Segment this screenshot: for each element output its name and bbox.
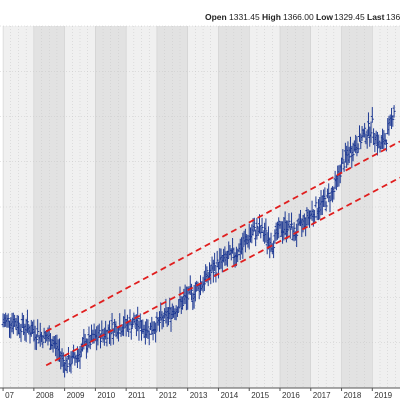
ohlc-bar <box>61 352 65 373</box>
ohlc-bar <box>128 309 132 326</box>
high-key: High <box>262 12 281 22</box>
ohlc-bar <box>356 143 360 154</box>
x-tick-label: 2012 <box>159 391 177 400</box>
ohlc-bar <box>78 345 82 369</box>
ohlc-bar <box>214 265 218 283</box>
ohlc-bar <box>255 217 259 240</box>
ohlc-bar <box>327 183 331 203</box>
x-tick-label: 2008 <box>36 391 54 400</box>
ohlc-bar <box>328 195 332 213</box>
ohlc-bar <box>213 252 217 272</box>
ohlc-readout: Open 1331.45 High 1366.00 Low 1329.45 La… <box>205 12 400 22</box>
x-tick-label: 2015 <box>251 391 269 400</box>
ohlc-bar <box>225 250 229 267</box>
x-tick-label: 2013 <box>190 391 208 400</box>
x-tick-label: 2009 <box>67 391 85 400</box>
ohlc-bar <box>190 283 194 301</box>
ohlc-bar <box>370 107 374 123</box>
ohlc-bar <box>154 322 158 343</box>
ohlc-bar <box>264 218 268 243</box>
last-value: 136 <box>386 12 400 22</box>
ohlc-bar <box>129 320 133 340</box>
x-tick-label: 2010 <box>97 391 115 400</box>
ohlc-bar <box>241 232 245 259</box>
ohlc-bar <box>6 313 10 328</box>
x-axis: 07 2008 2009 2010 2011 2012 2013 2014 2015 2016 20… <box>0 387 400 400</box>
x-tick-label: 2019 <box>374 391 392 400</box>
ohlc-bar <box>175 307 179 317</box>
ohlc-bar <box>215 250 219 267</box>
ohlc-bar <box>122 316 126 337</box>
low-key: Low <box>316 12 333 22</box>
ohlc-bar <box>111 328 115 345</box>
channel-line-lower <box>45 176 400 367</box>
high-value: 1366.00 <box>283 12 314 22</box>
low-value: 1329.45 <box>334 12 365 22</box>
x-tick-label: 2018 <box>344 391 362 400</box>
ohlc-bar <box>272 240 276 259</box>
price-bars <box>1 105 396 378</box>
ohlc-bar <box>209 264 213 285</box>
ohlc-bar <box>181 297 185 310</box>
ohlc-bar <box>88 334 92 350</box>
ohlc-bar <box>357 125 361 142</box>
ohlc-bar <box>161 314 165 328</box>
ohlc-bar <box>252 217 256 232</box>
ohlc-bar <box>369 121 373 144</box>
open-key: Open <box>205 12 227 22</box>
ohlc-bar <box>288 225 292 239</box>
year-band <box>372 26 400 388</box>
ohlc-bar <box>260 217 264 233</box>
gridlines <box>0 25 400 389</box>
ohlc-bar <box>114 321 118 337</box>
ohlc-bar <box>324 201 328 212</box>
channel-line-upper <box>45 140 400 333</box>
ohlc-bar <box>287 213 291 229</box>
ohlc-bar <box>332 186 336 200</box>
ohlc-bar <box>177 299 181 313</box>
x-tick-label: 2011 <box>128 391 146 400</box>
ohlc-bar <box>347 146 351 164</box>
ohlc-bar <box>97 323 101 337</box>
ohlc-bar <box>157 311 161 332</box>
ohlc-bar <box>295 223 299 248</box>
x-tick-label: 2014 <box>220 391 238 400</box>
ohlc-bar <box>341 149 345 164</box>
ohlc-bar <box>36 319 40 338</box>
open-value: 1331.45 <box>229 12 260 22</box>
ohlc-bar <box>146 319 150 339</box>
ohlc-bar <box>286 220 290 239</box>
ohlc-bar <box>193 282 197 302</box>
ohlc-bar <box>323 187 327 207</box>
ohlc-bar <box>342 161 346 172</box>
ohlc-bar <box>16 315 20 335</box>
ohlc-bar <box>202 270 206 292</box>
ohlc-bar <box>109 329 113 346</box>
trend-channel <box>45 140 400 367</box>
ohlc-bar <box>65 357 69 374</box>
ohlc-bar <box>127 320 131 338</box>
x-tick-label: 2017 <box>313 391 331 400</box>
ohlc-bar <box>19 323 23 342</box>
ohlc-bar <box>392 105 396 118</box>
ohlc-bar <box>290 212 294 229</box>
ohlc-bar <box>314 196 318 208</box>
ohlc-bar <box>292 222 296 242</box>
x-tick-label: 07 <box>5 391 14 400</box>
ohlc-bar <box>69 351 73 374</box>
ohlc-bar <box>351 142 355 162</box>
ohlc-bar <box>366 112 370 137</box>
ohlc-bar <box>363 123 367 138</box>
ohlc-bar <box>34 334 38 351</box>
ohlc-bar <box>377 134 381 149</box>
ohlc-bar <box>391 115 395 127</box>
x-tick-label: 2016 <box>282 391 300 400</box>
ohlc-bar <box>105 329 109 347</box>
last-key: Last <box>367 12 385 22</box>
